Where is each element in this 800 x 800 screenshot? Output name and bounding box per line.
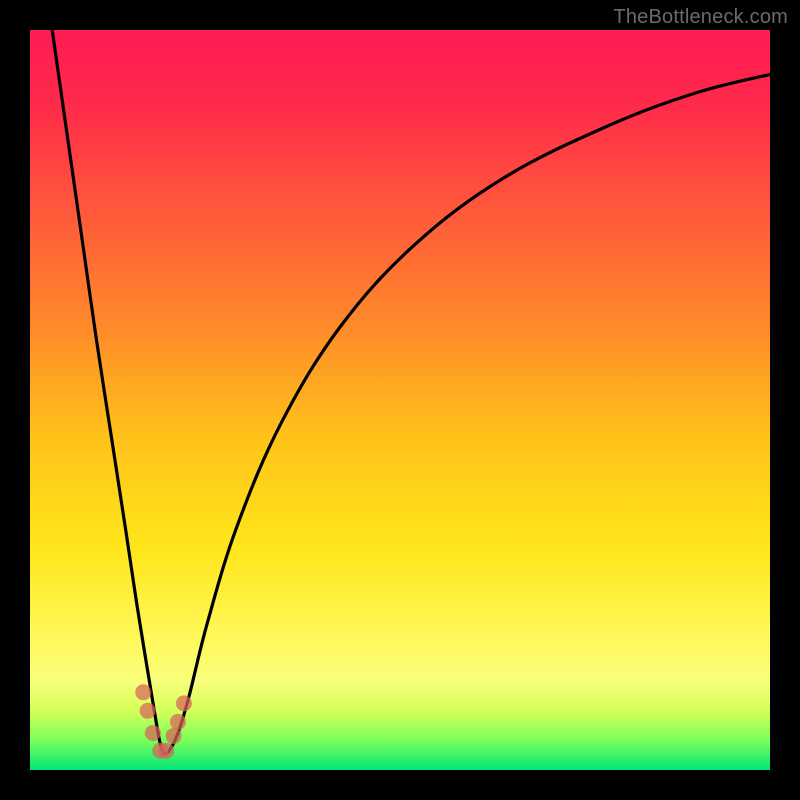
marker-point [145,725,161,741]
marker-point [166,728,182,744]
marker-point [135,684,151,700]
chart-container: TheBottleneck.com [0,0,800,800]
bottleneck-chart [0,0,800,800]
plot-background-gradient [30,30,770,770]
marker-point [158,743,174,759]
attribution-text: TheBottleneck.com [613,6,788,29]
marker-point [176,695,192,711]
marker-point [140,703,156,719]
marker-point [170,714,186,730]
